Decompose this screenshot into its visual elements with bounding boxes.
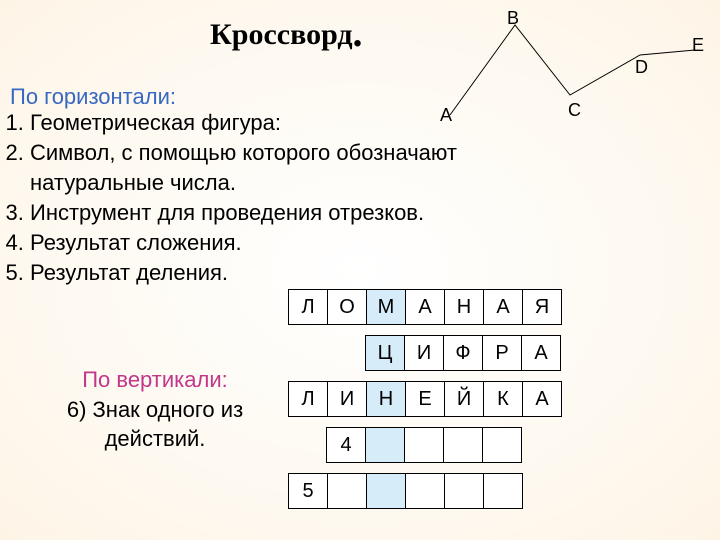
clue-item: Результат деления.	[30, 258, 560, 288]
clue-item: Символ, с помощью которого обозначают на…	[30, 138, 560, 198]
grid-cell: Е	[405, 381, 445, 417]
grid-cell	[404, 427, 444, 463]
grid-cell	[365, 427, 405, 463]
crossword-grid: ЛОМАНАЯЦИФРАЛИНЕЙКА45	[288, 289, 562, 519]
grid-cell: К	[483, 381, 523, 417]
vertical-heading: По вертикали:	[40, 365, 270, 395]
grid-cell: Н	[366, 381, 406, 417]
grid-cell: Й	[444, 381, 484, 417]
grid-cell	[482, 427, 522, 463]
point-label-E: E	[692, 35, 704, 56]
vertical-block: По вертикали: 6) Знак одного из действий…	[40, 365, 270, 454]
grid-cell: М	[366, 289, 406, 325]
grid-cell: Ц	[365, 335, 405, 371]
clue-item: Инструмент для проведения отрезков.	[30, 198, 560, 228]
grid-cell: И	[327, 381, 367, 417]
grid-cell: Л	[288, 289, 328, 325]
grid-cell	[405, 473, 445, 509]
grid-row: 4	[288, 427, 562, 463]
grid-cell	[443, 427, 483, 463]
grid-row: ЛОМАНАЯ	[288, 289, 562, 325]
grid-cell	[327, 473, 367, 509]
grid-cell: Л	[288, 381, 328, 417]
grid-cell: Р	[482, 335, 522, 371]
grid-cell: Ф	[443, 335, 483, 371]
clue-item: Результат сложения.	[30, 228, 560, 258]
horizontal-clues-list: Геометрическая фигура: Символ, с помощью…	[0, 108, 560, 287]
grid-cell	[444, 473, 484, 509]
page-title: Кроссворд.	[210, 18, 363, 52]
title-text: Кроссворд	[210, 18, 353, 51]
grid-cell: 4	[326, 427, 366, 463]
grid-cell: 5	[288, 473, 328, 509]
grid-cell	[366, 473, 406, 509]
clue-item: Геометрическая фигура:	[30, 108, 560, 138]
grid-row: ЦИФРА	[288, 335, 562, 371]
grid-cell: А	[522, 381, 562, 417]
point-label-B: B	[507, 8, 519, 29]
grid-cell: А	[521, 335, 561, 371]
grid-row: ЛИНЕЙКА	[288, 381, 562, 417]
point-label-C: C	[568, 100, 581, 121]
grid-cell: А	[483, 289, 523, 325]
grid-cell: О	[327, 289, 367, 325]
grid-row: 5	[288, 473, 562, 509]
point-label-D: D	[635, 57, 648, 78]
grid-cell	[483, 473, 523, 509]
horizontal-heading: По горизонтали:	[10, 84, 176, 110]
title-dot: .	[353, 10, 363, 55]
grid-cell: Я	[522, 289, 562, 325]
grid-cell: И	[404, 335, 444, 371]
grid-cell: А	[405, 289, 445, 325]
grid-cell: Н	[444, 289, 484, 325]
vertical-clue: 6) Знак одного из действий.	[40, 395, 270, 454]
